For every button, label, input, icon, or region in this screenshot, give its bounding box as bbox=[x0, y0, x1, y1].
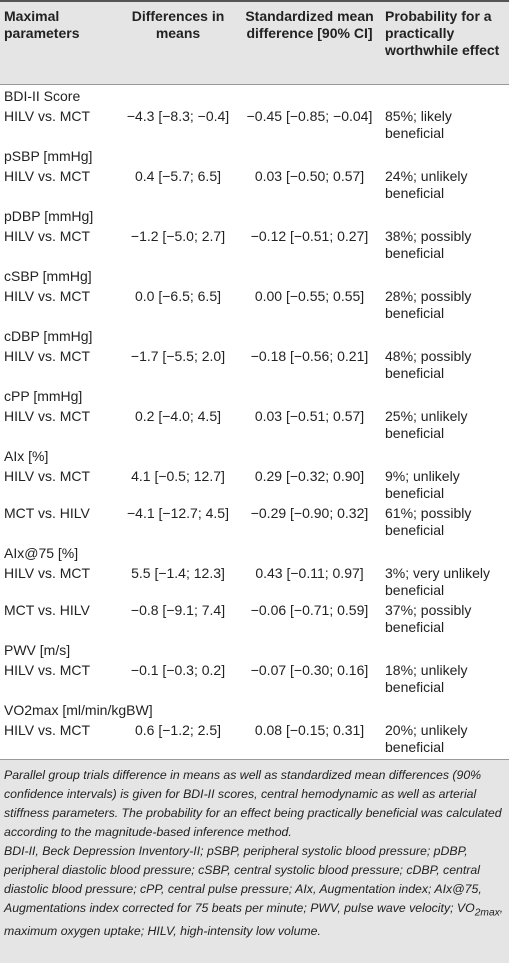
cell: 0.29 [−0.32; 0.90] bbox=[254, 468, 365, 484]
cell: −0.07 [−0.30; 0.16] bbox=[250, 662, 369, 678]
cell: 0.0 [−6.5; 6.5] bbox=[134, 288, 221, 304]
group-row: AIx [%] bbox=[0, 445, 509, 468]
group-label: AIx@75 [%] bbox=[4, 545, 79, 561]
group-row: AIx@75 [%] bbox=[0, 542, 509, 565]
cell: HILV vs. MCT bbox=[4, 722, 91, 738]
cell: HILV vs. MCT bbox=[4, 662, 91, 678]
cell: 5.5 [−1.4; 12.3] bbox=[131, 565, 225, 581]
group-row: PWV [m/s] bbox=[0, 639, 509, 662]
cell: −4.3 [−8.3; −0.4] bbox=[126, 108, 230, 124]
cell: 9%; unlikely beneficial bbox=[385, 468, 460, 501]
cell: MCT vs. HILV bbox=[4, 505, 90, 521]
group-label: pDBP [mmHg] bbox=[4, 208, 94, 224]
cell: 37%; possibly beneficial bbox=[385, 602, 472, 635]
table-header: Maximal parameters Differences in means … bbox=[0, 0, 509, 85]
cell: 20%; unlikely beneficial bbox=[385, 722, 468, 755]
cell: 0.4 [−5.7; 6.5] bbox=[134, 168, 221, 184]
cell: −0.29 [−0.90; 0.32] bbox=[250, 505, 369, 521]
data-row: HILV vs. MCT 0.0 [−6.5; 6.5] 0.00 [−0.55; … bbox=[0, 288, 509, 325]
group-label: BDI-II Score bbox=[4, 88, 81, 104]
header-cell: Standardized mean difference [90% CI] bbox=[238, 0, 381, 85]
cell: HILV vs. MCT bbox=[4, 408, 91, 424]
data-row: HILV vs. MCT −1.7 [−5.5; 2.0] −0.18 [−0.56… bbox=[0, 348, 509, 385]
cell: 0.08 [−0.15; 0.31] bbox=[254, 722, 365, 738]
cell: HILV vs. MCT bbox=[4, 468, 91, 484]
group-label: cDBP [mmHg] bbox=[4, 328, 93, 344]
group-label: cSBP [mmHg] bbox=[4, 268, 92, 284]
cell: 0.03 [−0.50; 0.57] bbox=[254, 168, 365, 184]
cell: 18%; unlikely beneficial bbox=[385, 662, 468, 695]
cell: 4.1 [−0.5; 12.7] bbox=[131, 468, 225, 484]
cell: −4.1 [−12.7; 4.5] bbox=[127, 505, 229, 521]
data-row: HILV vs. MCT 5.5 [−1.4; 12.3] 0.43 [−0.11;… bbox=[0, 565, 509, 602]
cell: 3%; very unlikely beneficial bbox=[385, 565, 491, 598]
data-row: HILV vs. MCT −0.1 [−0.3; 0.2] −0.07 [−0.30… bbox=[0, 662, 509, 699]
group-row: cPP [mmHg] bbox=[0, 385, 509, 408]
cell: −1.7 [−5.5; 2.0] bbox=[130, 348, 226, 364]
cell: 85%; likely beneficial bbox=[385, 108, 452, 141]
footnote-text: BDI-II, Beck Depression Inventory-II; pS… bbox=[4, 844, 482, 915]
group-label: AIx [%] bbox=[4, 448, 49, 464]
data-row: HILV vs. MCT −1.2 [−5.0; 2.7] −0.12 [−0.51… bbox=[0, 228, 509, 265]
footnote: Parallel group trials difference in mean… bbox=[0, 759, 509, 963]
cell: MCT vs. HILV bbox=[4, 602, 90, 618]
cell: 38%; possibly beneficial bbox=[385, 228, 472, 261]
cell: HILV vs. MCT bbox=[4, 168, 91, 184]
cell: HILV vs. MCT bbox=[4, 108, 91, 124]
table-body: BDI-II Score HILV vs. MCT −4.3 [−8.3; −0.4… bbox=[0, 85, 509, 760]
group-label: cPP [mmHg] bbox=[4, 388, 83, 404]
footnote-text: 2max bbox=[474, 907, 500, 919]
cell: −0.18 [−0.56; 0.21] bbox=[250, 348, 369, 364]
group-row: pDBP [mmHg] bbox=[0, 205, 509, 228]
data-row: HILV vs. MCT 0.4 [−5.7; 6.5] 0.03 [−0.50; … bbox=[0, 168, 509, 205]
data-row: HILV vs. MCT 0.2 [−4.0; 4.5] 0.03 [−0.51; … bbox=[0, 408, 509, 445]
data-row: MCT vs. HILV −4.1 [−12.7; 4.5] −0.29 [−0.9… bbox=[0, 505, 509, 542]
group-row: pSBP [mmHg] bbox=[0, 145, 509, 168]
cell: 0.00 [−0.55; 0.55] bbox=[254, 288, 365, 304]
group-label: VO2max [ml/min/kgBW] bbox=[4, 702, 153, 718]
cell: −0.12 [−0.51; 0.27] bbox=[250, 228, 369, 244]
cell: −0.8 [−9.1; 7.4] bbox=[130, 602, 226, 618]
cell: −1.2 [−5.0; 2.7] bbox=[130, 228, 226, 244]
cell: 61%; possibly beneficial bbox=[385, 505, 472, 538]
group-row: cDBP [mmHg] bbox=[0, 325, 509, 348]
cell: HILV vs. MCT bbox=[4, 565, 91, 581]
group-row: cSBP [mmHg] bbox=[0, 265, 509, 288]
data-row: MCT vs. HILV −0.8 [−9.1; 7.4] −0.06 [−0.71… bbox=[0, 602, 509, 639]
group-label: pSBP [mmHg] bbox=[4, 148, 93, 164]
header-cell: Probability for a practically worthwhile… bbox=[381, 0, 509, 85]
cell: 0.43 [−0.11; 0.97] bbox=[255, 565, 364, 581]
cell: 25%; unlikely beneficial bbox=[385, 408, 468, 441]
cell: 24%; unlikely beneficial bbox=[385, 168, 468, 201]
header-cell: Differences in means bbox=[118, 0, 238, 85]
footnote-paragraph: Parallel group trials difference in mean… bbox=[4, 768, 502, 839]
footnote-paragraph: BDI-II, Beck Depression Inventory-II; pS… bbox=[4, 842, 505, 941]
cell: 0.6 [−1.2; 2.5] bbox=[134, 722, 221, 738]
cell: 48%; possibly beneficial bbox=[385, 348, 472, 381]
cell: 28%; possibly beneficial bbox=[385, 288, 472, 321]
data-row: HILV vs. MCT 0.6 [−1.2; 2.5] 0.08 [−0.15; … bbox=[0, 722, 509, 759]
cell: HILV vs. MCT bbox=[4, 228, 91, 244]
cell: HILV vs. MCT bbox=[4, 288, 91, 304]
cell: −0.1 [−0.3; 0.2] bbox=[130, 662, 226, 678]
data-row: HILV vs. MCT 4.1 [−0.5; 12.7] 0.29 [−0.32;… bbox=[0, 468, 509, 505]
cell: 0.2 [−4.0; 4.5] bbox=[134, 408, 221, 424]
cell: HILV vs. MCT bbox=[4, 348, 91, 364]
cell: −0.45 [−0.85; −0.04] bbox=[246, 108, 373, 124]
table: Maximal parameters Differences in means … bbox=[0, 0, 509, 760]
group-row: VO2max [ml/min/kgBW] bbox=[0, 699, 509, 722]
header-cell: Maximal parameters bbox=[0, 0, 118, 85]
group-label: PWV [m/s] bbox=[4, 642, 71, 658]
cell: 0.03 [−0.51; 0.57] bbox=[254, 408, 365, 424]
group-row: BDI-II Score bbox=[0, 85, 509, 109]
cell: −0.06 [−0.71; 0.59] bbox=[250, 602, 369, 618]
data-row: HILV vs. MCT −4.3 [−8.3; −0.4] −0.45 [−0.8… bbox=[0, 108, 509, 145]
